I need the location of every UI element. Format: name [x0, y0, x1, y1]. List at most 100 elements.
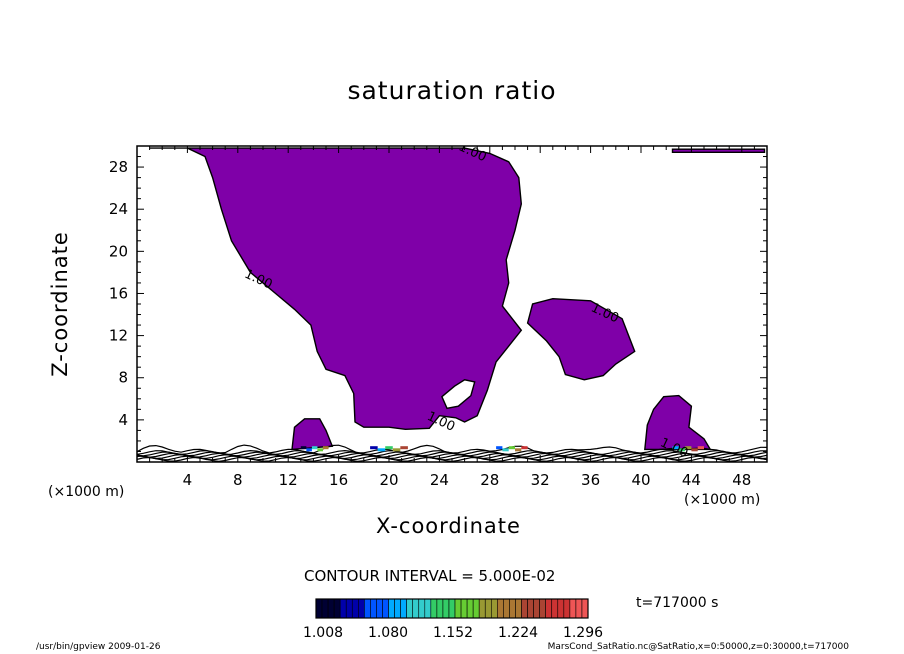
- surface-color-patch: [370, 446, 378, 450]
- colorbar-cell: [406, 598, 414, 619]
- y-tick-label: 20: [109, 242, 128, 260]
- colorbar-cell: [569, 598, 577, 619]
- colorbar-cell: [315, 598, 323, 619]
- colorbar-cell: [430, 598, 438, 619]
- surface-color-patch: [691, 448, 698, 452]
- contour-interval: CONTOUR INTERVAL = 5.000E-02: [304, 567, 556, 585]
- colorbar-cell: [376, 598, 383, 619]
- y-tick-label: 8: [118, 369, 128, 387]
- surface-color-patch: [678, 448, 686, 452]
- x-tick-label: 48: [732, 471, 751, 489]
- footer-left: /usr/bin/gpview 2009-01-26: [36, 642, 161, 652]
- colorbar-cell: [364, 598, 371, 619]
- region-main-plume: [149, 147, 523, 431]
- y-axis-label: Z-coordinate: [48, 231, 72, 377]
- surface-color-patch: [311, 446, 318, 450]
- surface-color-patch: [317, 448, 323, 452]
- region-small-right-blob: [644, 394, 712, 451]
- x-tick-label: 20: [379, 471, 398, 489]
- y-tick-label: 24: [109, 200, 128, 218]
- colorbar-tick-label: 1.008: [303, 625, 343, 641]
- colorbar-cell: [551, 598, 559, 619]
- surface-color-patch: [515, 448, 522, 452]
- x-axis-label: X-coordinate: [376, 514, 521, 538]
- region-left-small-blob: [291, 418, 334, 451]
- colorbar-tick-label: 1.152: [433, 625, 473, 641]
- colorbar-cell: [478, 598, 486, 619]
- footer-right: MarsCond_SatRatio.nc@SatRatio,x=0:50000,…: [547, 642, 849, 652]
- colorbar-cell: [424, 598, 432, 619]
- colorbar-tick-label: 1.296: [563, 625, 603, 641]
- surface-color-patch: [508, 446, 515, 450]
- colorbar-cell: [563, 598, 571, 619]
- time-label: t=717000 s: [636, 595, 719, 611]
- colorbar-cell: [382, 598, 389, 619]
- surface-color-patch: [306, 448, 312, 452]
- x-tick-label: 44: [682, 471, 701, 489]
- colorbar-cell: [557, 598, 565, 619]
- x-tick-label: 4: [183, 471, 193, 489]
- colorbar-cell: [533, 598, 540, 619]
- colorbar-cell: [327, 598, 335, 619]
- y-tick-label: 28: [109, 158, 128, 176]
- surface-color-patch: [400, 446, 408, 450]
- x-tick-label: 12: [279, 471, 298, 489]
- surface-color-patch: [377, 448, 386, 452]
- surface-color-patch: [300, 446, 307, 450]
- x-unit-right: (×1000 m): [684, 492, 761, 508]
- x-tick-label: 36: [581, 471, 600, 489]
- colorbar-cell: [442, 598, 450, 619]
- colorbar-cell: [436, 598, 444, 619]
- x-tick-label: 32: [531, 471, 550, 489]
- colorbar-cell: [412, 598, 420, 619]
- surface-color-patch: [685, 446, 692, 450]
- colorbar-cell: [509, 598, 516, 619]
- x-tick-label: 28: [480, 471, 499, 489]
- colorbar-cell: [370, 598, 377, 619]
- colorbar-cell: [497, 598, 504, 619]
- colorbar-cell: [454, 598, 462, 619]
- colorbar-cell: [484, 598, 492, 619]
- colorbar-cell: [581, 598, 589, 619]
- surface-color-patch: [385, 446, 393, 450]
- colorbar-tick-label: 1.224: [498, 625, 538, 641]
- surface-color-patch: [502, 448, 509, 452]
- x-unit-left: (×1000 m): [48, 484, 125, 500]
- x-tick-label: 8: [233, 471, 243, 489]
- colorbar-cell: [418, 598, 426, 619]
- colorbar-cell: [472, 598, 480, 619]
- surface-contour-line: [137, 444, 767, 454]
- region-right-blob: [526, 297, 636, 381]
- surface-color-patch: [521, 446, 528, 450]
- plot-area: 1.001.001.001.001.00: [137, 146, 767, 462]
- surface-color-patch: [672, 446, 679, 450]
- colorbar-cell: [351, 598, 359, 619]
- colorbar-cell: [515, 598, 522, 619]
- colorbar-cell: [539, 598, 546, 619]
- y-tick-label: 16: [109, 284, 128, 302]
- colorbar-cell: [460, 598, 468, 619]
- y-tick-label: 4: [118, 411, 128, 429]
- colorbar-cell: [358, 598, 365, 619]
- colorbar-cell: [527, 598, 534, 619]
- colorbar-frame: [315, 598, 589, 619]
- colorbar-cell: [394, 598, 401, 619]
- chart-title: saturation ratio: [347, 76, 557, 105]
- surface-color-patch: [697, 446, 704, 450]
- colorbar-cell: [490, 598, 498, 619]
- colorbar-cell: [448, 598, 456, 619]
- colorbar-cell: [466, 598, 474, 619]
- colorbar-cell: [503, 598, 510, 619]
- surface-color-patch: [496, 446, 503, 450]
- colorbar-cell: [545, 598, 553, 619]
- x-tick-label: 16: [329, 471, 348, 489]
- surface-color-patch: [392, 448, 401, 452]
- surface-color-patch: [322, 446, 329, 450]
- colorbar-cell: [339, 598, 347, 619]
- colorbar-cell: [345, 598, 353, 619]
- colorbar-cell: [333, 598, 341, 619]
- colorbar-tick-label: 1.080: [368, 625, 408, 641]
- y-tick-label: 12: [109, 327, 128, 345]
- colorbar-cell: [521, 598, 528, 619]
